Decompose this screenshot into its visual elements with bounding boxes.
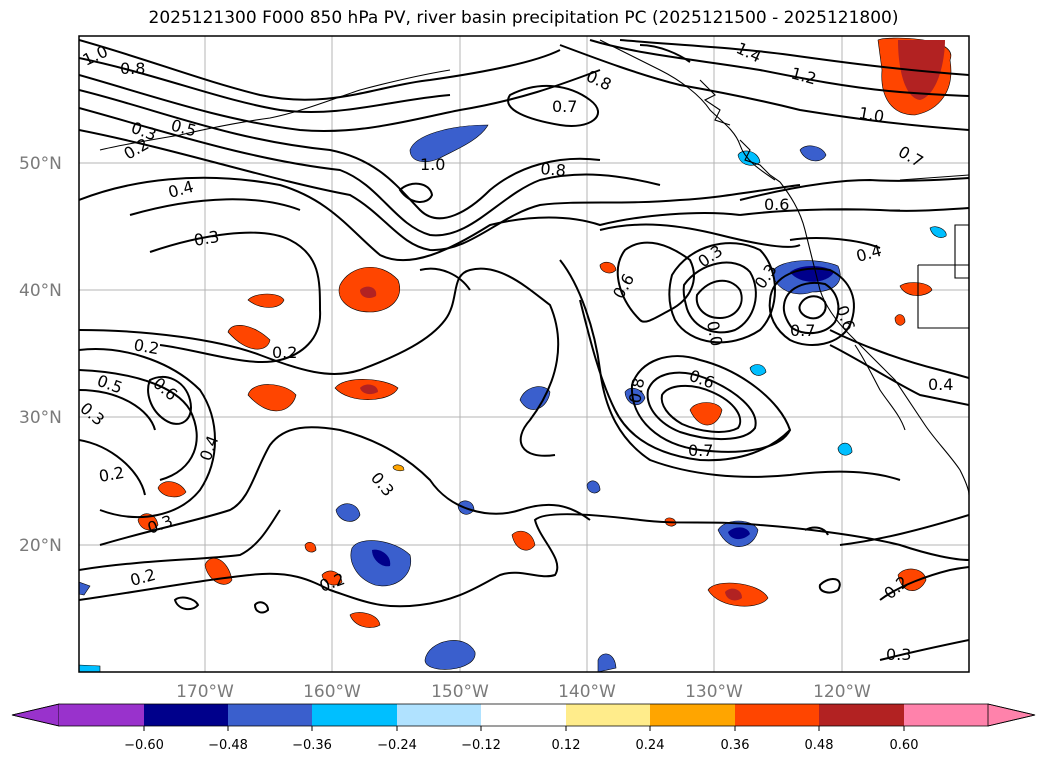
- contour-label: 1.0: [857, 103, 885, 126]
- lat-label: 20°N: [19, 536, 62, 556]
- neg-patch-mid1: [519, 386, 551, 410]
- latitude-labels: 50°N 40°N 30°N 20°N: [19, 154, 62, 556]
- neg-patch-west: [79, 581, 91, 596]
- pos-patch-11: [511, 530, 536, 551]
- colorbar-segment: [59, 704, 144, 726]
- neg-patch-mid2: [624, 387, 646, 406]
- colorbar-extend-low: [11, 703, 60, 727]
- map-title: 2025121300 F000 850 hPa PV, river basin …: [148, 8, 899, 28]
- lon-label: 170°W: [176, 682, 234, 702]
- colorbar-segment: [566, 704, 650, 726]
- neg-patch-south2: [597, 653, 617, 672]
- lon-label: 130°W: [685, 682, 743, 702]
- colorbar-extend-high: [987, 703, 1036, 727]
- colorbar-outline: [11, 703, 1036, 727]
- contour-label: 0.6: [764, 195, 789, 214]
- pos-patch-2: [247, 293, 285, 308]
- colorbar-segment: [735, 704, 819, 726]
- contour-label: 0.7: [552, 97, 577, 116]
- contour-label: 0.8: [625, 376, 648, 404]
- contour-label: 0.8: [540, 159, 567, 180]
- colorbar-segment: [228, 704, 312, 726]
- contour-label: 0.7: [688, 441, 713, 460]
- colorbar-segment: [650, 704, 735, 726]
- lon-label: 140°W: [558, 682, 616, 702]
- pos-core-5: [360, 384, 378, 395]
- lat-label: 50°N: [19, 154, 62, 174]
- colorbar-tick-label: −0.12: [461, 738, 501, 753]
- contour-label: 0.8: [120, 59, 145, 78]
- colorbar-tick-label: 0.24: [636, 738, 665, 753]
- neg-patch-gulf-alaska: [409, 124, 489, 163]
- pos-patch-19: [304, 541, 317, 553]
- contour-label: 0.2: [132, 335, 160, 358]
- pos-patch-17: [894, 314, 906, 326]
- map-panel: [79, 36, 969, 672]
- lat-label: 40°N: [19, 281, 62, 301]
- pos-patch-20: [392, 464, 405, 472]
- pos-core-13: [725, 588, 742, 601]
- longitude-labels: 170°W 160°W 150°W 140°W 130°W 120°W: [176, 682, 871, 702]
- neg-patch-small1: [335, 503, 361, 522]
- lon-label: 120°W: [813, 682, 871, 702]
- pos-patch-3: [227, 325, 271, 350]
- pos-patch-15: [899, 282, 933, 296]
- pos-patch-6: [157, 481, 187, 498]
- lon-label: 160°W: [303, 682, 361, 702]
- neg-patch-baja: [749, 364, 767, 376]
- neg-patch-small3: [586, 480, 601, 494]
- pos-patch-10: [349, 612, 381, 628]
- contour-label: 1.0: [420, 155, 445, 174]
- colorbar-tick-label: −0.60: [124, 738, 164, 753]
- neg-core-east1: [728, 527, 750, 540]
- neg-core-hawaii: [372, 549, 391, 567]
- colorbar-tick-label: 0.60: [890, 738, 919, 753]
- pos-patch-4: [247, 384, 297, 412]
- colorbar-tick-label: −0.48: [208, 738, 248, 753]
- contour-label: 0.4: [928, 375, 953, 394]
- pos-core-1: [360, 286, 377, 298]
- coastlines: [99, 39, 969, 496]
- colorbar-tick-label: 0.12: [552, 738, 581, 753]
- lat-label: 30°N: [19, 408, 62, 428]
- neg-patch-bc2: [737, 150, 761, 166]
- colorbar-segment: [144, 704, 228, 726]
- contour-label: 0.0: [703, 319, 726, 347]
- colorbar: −0.60 −0.48 −0.36 −0.24 −0.12 0.12 0.24 …: [11, 703, 1036, 753]
- colorbar-segment: [312, 704, 397, 726]
- colorbar-tick-label: −0.24: [377, 738, 417, 753]
- colorbar-segment: [904, 704, 988, 726]
- pv-contours: [79, 39, 969, 661]
- colorbar-segment: [481, 704, 566, 726]
- colorbar-tick-label: 0.36: [721, 738, 750, 753]
- neg-patch-south: [424, 640, 476, 670]
- lon-label: 150°W: [431, 682, 489, 702]
- pos-patch-9: [321, 570, 343, 586]
- pos-patch-16: [599, 261, 617, 274]
- neg-patch-east-edge: [929, 226, 947, 238]
- colorbar-tick-label: −0.36: [292, 738, 332, 753]
- contour-label: 0.7: [790, 321, 815, 340]
- colorbar-segment: [397, 704, 481, 726]
- contour-label: 0.3: [886, 645, 911, 664]
- neg-patch-west-bottom: [79, 664, 101, 672]
- contour-labels: 1.0 0.8 0.8 1.4 1.2 1.0 0.7 0.7 0.3 0.2 …: [76, 38, 953, 664]
- pos-patch-12: [689, 402, 723, 426]
- colorbar-segment: [819, 704, 904, 726]
- neg-patch-mx: [837, 442, 853, 456]
- contour-label: 0.2: [97, 463, 125, 486]
- colorbar-tick-label: 0.48: [805, 738, 834, 753]
- neg-patch-bc: [799, 145, 827, 162]
- contour-label: 0.2: [272, 343, 297, 362]
- contour-label: 0.3: [192, 227, 220, 250]
- map-frame: [78, 35, 970, 673]
